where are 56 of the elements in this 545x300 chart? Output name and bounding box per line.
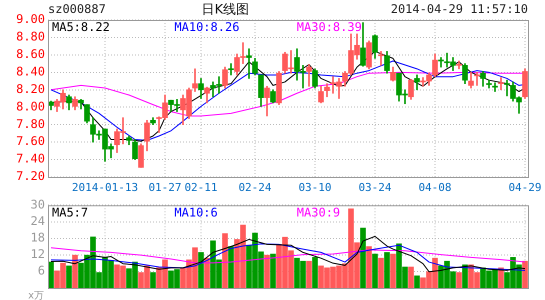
text: MA5:8.22 <box>52 20 110 34</box>
bar <box>360 228 366 288</box>
y-tick-label: 12 <box>30 247 45 262</box>
text: MA30:9 <box>296 205 340 220</box>
text: 2014-04-29 11:57:10 <box>390 2 528 16</box>
x-tick-label: 03-10 <box>298 181 332 194</box>
bar <box>372 254 378 288</box>
y-tick-label: 8.40 <box>16 64 45 78</box>
bar <box>228 246 234 288</box>
y-tick-label: 7.60 <box>16 134 45 148</box>
y-tick-label: 8.80 <box>16 30 45 44</box>
text: MA10:8.26 <box>174 20 240 34</box>
x-tick-label: 02-24 <box>238 181 272 194</box>
bar <box>522 260 528 288</box>
bar <box>150 272 156 288</box>
bar <box>270 254 276 288</box>
y-tick-label: 30 <box>30 197 45 212</box>
bar <box>222 233 228 288</box>
x-tick-label: 04-29 <box>508 181 542 194</box>
bar <box>366 246 372 288</box>
bar <box>198 252 204 288</box>
chart-title: 日K线图 <box>202 2 250 18</box>
bar <box>66 266 72 288</box>
y-tick-label: 7.20 <box>16 169 45 184</box>
bar <box>72 254 78 288</box>
x-tick-label: 01-27 <box>148 181 182 194</box>
bar <box>264 254 270 288</box>
text: MA10:6 <box>174 205 218 220</box>
bar <box>384 252 390 288</box>
x-tick-label: 02-11 <box>184 181 218 194</box>
y-tick-label: 18 <box>30 230 45 244</box>
y-axis-title: x万 <box>28 290 44 300</box>
bar <box>408 266 414 288</box>
bar <box>456 272 462 288</box>
y-tick-label: 8.60 <box>16 47 45 62</box>
bar <box>378 258 384 288</box>
y-tick-label: 24 <box>30 214 45 228</box>
text: MA5:7 <box>52 205 88 220</box>
text: MA30:8.39 <box>296 20 362 34</box>
y-tick-label: 7.40 <box>16 152 45 166</box>
bar <box>462 264 468 288</box>
bar <box>390 254 396 288</box>
bar <box>498 268 504 288</box>
chart-subtitle: sz000887 <box>48 2 106 16</box>
y-tick-label: 9.00 <box>16 12 45 26</box>
bar <box>306 260 312 288</box>
y-tick-label: 8.20 <box>16 82 45 96</box>
x-tick-label: 04-08 <box>418 181 452 194</box>
bar <box>204 258 210 288</box>
bar <box>312 257 318 288</box>
x-tick-label: 03-24 <box>358 181 392 194</box>
y-tick-label: 7.80 <box>16 116 45 131</box>
x-tick-label: 2014-01-13 <box>72 181 138 194</box>
y-tick-label: 8.00 <box>16 99 45 114</box>
y-tick-label: 6 <box>38 264 45 278</box>
bar <box>414 276 420 288</box>
